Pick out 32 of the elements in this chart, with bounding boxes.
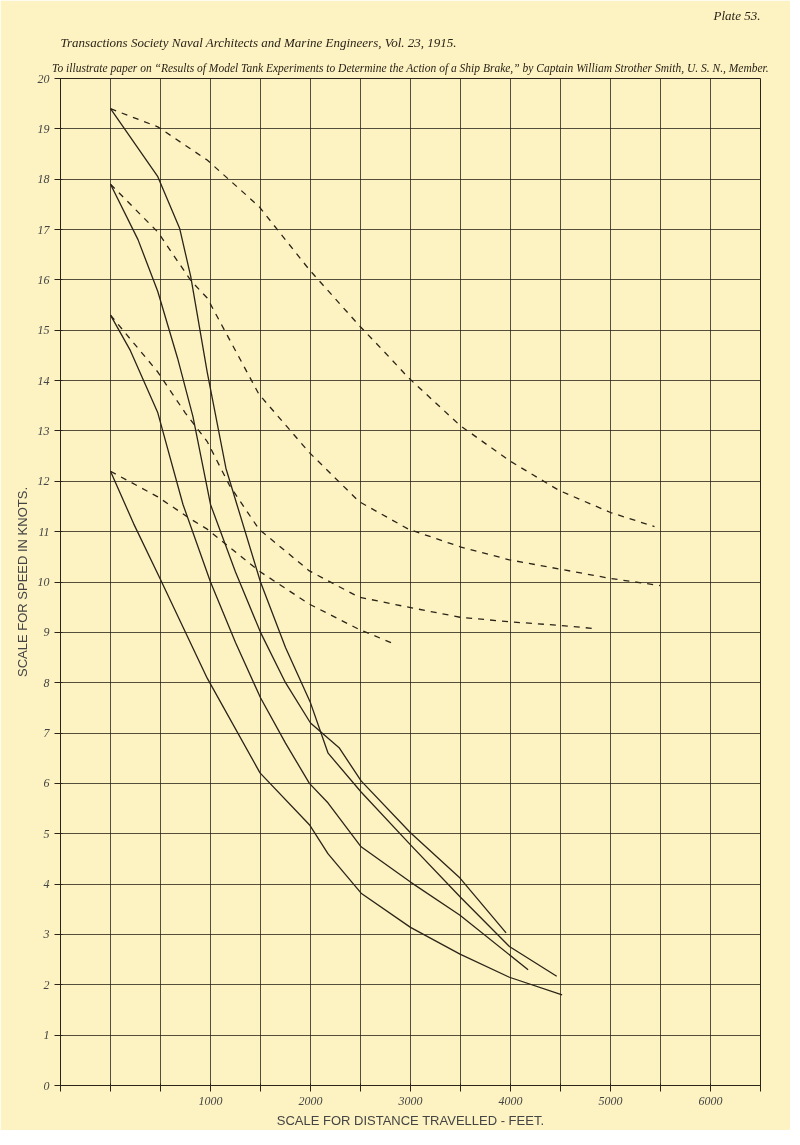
- y-tick-label: 15: [37, 323, 50, 338]
- x-axis-title: SCALE FOR DISTANCE TRAVELLED - FEET.: [276, 1112, 545, 1128]
- y-tick-label: 18: [37, 172, 50, 187]
- y-tick-label: 0: [43, 1078, 50, 1093]
- y-tick-label: 2: [43, 977, 50, 992]
- y-tick-label: 11: [38, 524, 50, 539]
- y-tick-label: 3: [42, 927, 50, 942]
- y-tick-label: 14: [37, 373, 50, 388]
- y-tick-label: 1: [43, 1028, 50, 1043]
- y-tick-label: 10: [37, 575, 50, 589]
- x-tick-label: 4000: [498, 1093, 523, 1108]
- y-tick-label: 19: [37, 121, 50, 136]
- y-tick-label: 8: [43, 675, 50, 690]
- x-tick-label: 5000: [598, 1093, 623, 1108]
- y-tick-label: 16: [37, 272, 50, 287]
- y-tick-label: 13: [37, 423, 50, 438]
- y-tick-label: 12: [37, 474, 50, 489]
- x-tick-label: 6000: [698, 1093, 723, 1108]
- y-tick-label: 17: [37, 222, 51, 237]
- y-tick-label: 6: [43, 776, 50, 791]
- chart-title: To illustrate paper on “Results of Model Tank Experiments to Determine the Action of a Ship Brake,” by Captain William Strother Smith, U. S. N., Member.: [52, 61, 769, 75]
- y-tick-label: 5: [43, 826, 50, 841]
- y-tick-label: 7: [43, 726, 51, 741]
- x-tick-label: 1000: [198, 1093, 223, 1108]
- y-tick-label: 9: [43, 625, 50, 640]
- x-tick-label: 3000: [397, 1093, 423, 1108]
- y-axis-title: SCALE FOR SPEED IN KNOTS.: [14, 486, 30, 677]
- text: Plate 53.: [712, 7, 761, 23]
- y-tick-label: 4: [43, 877, 50, 892]
- text: Transactions Society Naval Architects and Marine Engineers, Vol. 23, 1915.: [60, 34, 457, 50]
- x-tick-label: 2000: [298, 1093, 323, 1108]
- y-tick-label: 20: [37, 71, 50, 86]
